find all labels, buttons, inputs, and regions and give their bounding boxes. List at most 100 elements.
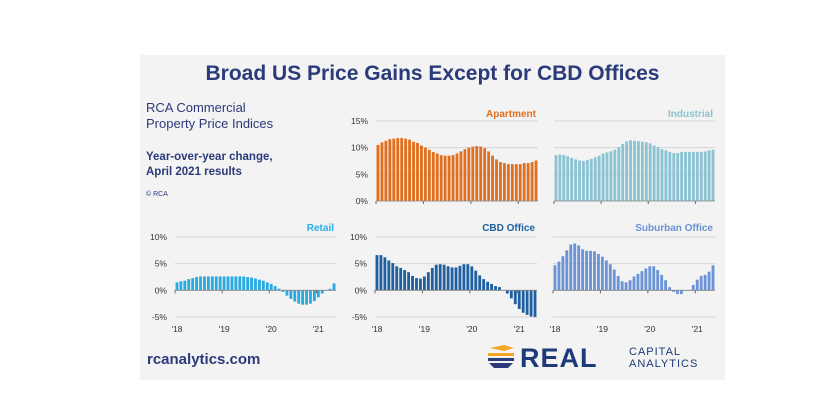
bar xyxy=(426,272,430,291)
bar xyxy=(711,265,715,291)
rca-logo: REAL CAPITAL ANALYTICS xyxy=(488,344,697,370)
bar xyxy=(246,277,250,291)
bar xyxy=(242,276,246,291)
bar xyxy=(408,139,411,201)
index-name-line2: Property Price Indices xyxy=(146,116,274,131)
bar xyxy=(585,159,589,201)
bar xyxy=(206,276,210,291)
bar xyxy=(399,267,403,291)
bar xyxy=(695,279,699,291)
bar xyxy=(226,276,230,291)
panel-title: CBD Office xyxy=(482,223,535,234)
bar xyxy=(691,151,695,201)
bar xyxy=(391,263,395,291)
bar xyxy=(403,270,407,291)
x-tick-label: '19 xyxy=(219,324,230,334)
bar xyxy=(487,151,491,201)
bar xyxy=(601,153,605,201)
bar xyxy=(679,290,683,295)
panel-title: Retail xyxy=(307,223,334,234)
bar xyxy=(557,261,561,291)
bar xyxy=(446,266,450,291)
bar xyxy=(597,155,601,201)
panel-suburban-office: '18 '19 '20 '21 Suburban Office xyxy=(549,223,715,334)
bar xyxy=(676,290,679,295)
bar xyxy=(518,164,522,201)
logo-word: REAL xyxy=(520,344,598,370)
bar xyxy=(644,142,648,201)
bar xyxy=(617,147,621,201)
bar xyxy=(553,265,557,291)
x-tick-label: '18 xyxy=(549,324,560,334)
y-tick-label: 5% xyxy=(355,259,368,269)
y-tick-label: -5% xyxy=(152,312,168,322)
bar xyxy=(644,268,648,291)
x-tick-label: '20 xyxy=(266,324,277,334)
website-link[interactable]: rcanalytics.com xyxy=(147,351,261,368)
bar xyxy=(533,290,537,317)
bar xyxy=(375,255,379,291)
x-tick-label: '19 xyxy=(419,324,430,334)
bar xyxy=(589,250,592,291)
bar xyxy=(574,159,578,201)
bar xyxy=(525,290,529,315)
chart-background xyxy=(140,55,725,380)
bar xyxy=(604,260,608,291)
bar xyxy=(328,288,332,291)
bar xyxy=(593,251,596,291)
x-tick-label: '21 xyxy=(313,324,324,334)
bar xyxy=(612,269,616,291)
bar xyxy=(624,282,628,291)
bar xyxy=(258,279,261,291)
bar xyxy=(566,156,570,201)
bar xyxy=(332,283,336,291)
panel-title: Apartment xyxy=(486,109,537,120)
bar xyxy=(534,160,538,201)
y-tick-label: 15% xyxy=(351,116,368,126)
bar xyxy=(175,282,179,291)
y-tick-label: 0% xyxy=(155,285,168,295)
bar xyxy=(632,276,636,291)
bar xyxy=(621,143,625,201)
bar xyxy=(703,274,707,291)
bar xyxy=(415,278,418,291)
bar xyxy=(427,149,431,201)
bar xyxy=(285,290,289,296)
bar xyxy=(376,145,380,201)
bar xyxy=(652,266,656,291)
bar xyxy=(430,267,434,291)
bar xyxy=(597,254,600,291)
index-name: RCA Commercial Property Price Indices xyxy=(146,100,273,132)
bar xyxy=(281,290,285,292)
bar xyxy=(530,162,534,201)
bar xyxy=(486,281,490,291)
bar xyxy=(608,264,612,291)
bar xyxy=(502,163,506,201)
bar xyxy=(451,155,455,201)
bar xyxy=(526,163,530,201)
bar xyxy=(466,264,470,291)
y-tick-label: 10% xyxy=(350,232,367,242)
bar xyxy=(277,288,281,291)
bar xyxy=(434,264,438,291)
bar xyxy=(707,150,711,201)
bar xyxy=(684,151,687,201)
bar xyxy=(554,155,558,201)
panel-cbd-office: -5% 0% 5% 10% '18 '19 '20 '21 CBD Office xyxy=(350,223,537,334)
bar xyxy=(309,290,312,304)
bar xyxy=(474,270,478,291)
bar xyxy=(633,140,636,201)
bar xyxy=(210,276,214,291)
bar xyxy=(442,264,446,291)
bar xyxy=(680,151,684,201)
bar xyxy=(479,146,483,201)
bar xyxy=(620,281,624,291)
bar xyxy=(422,276,426,291)
bar xyxy=(582,161,585,201)
bar xyxy=(289,290,293,299)
y-tick-label: 5% xyxy=(155,259,168,269)
bar xyxy=(562,155,566,201)
bar xyxy=(301,290,305,305)
bar xyxy=(668,151,672,201)
